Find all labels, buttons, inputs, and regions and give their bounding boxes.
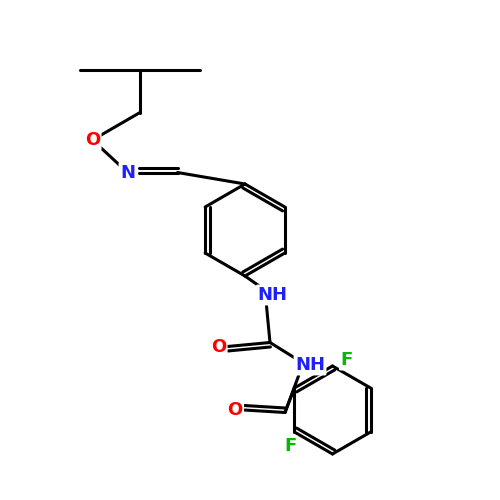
Text: N: N [120,164,135,182]
Text: NH: NH [295,356,325,374]
Text: F: F [284,437,296,455]
Text: O: O [228,401,242,419]
Text: O: O [85,131,100,149]
Text: NH: NH [258,286,288,304]
Text: F: F [340,351,352,369]
Text: O: O [211,338,226,355]
